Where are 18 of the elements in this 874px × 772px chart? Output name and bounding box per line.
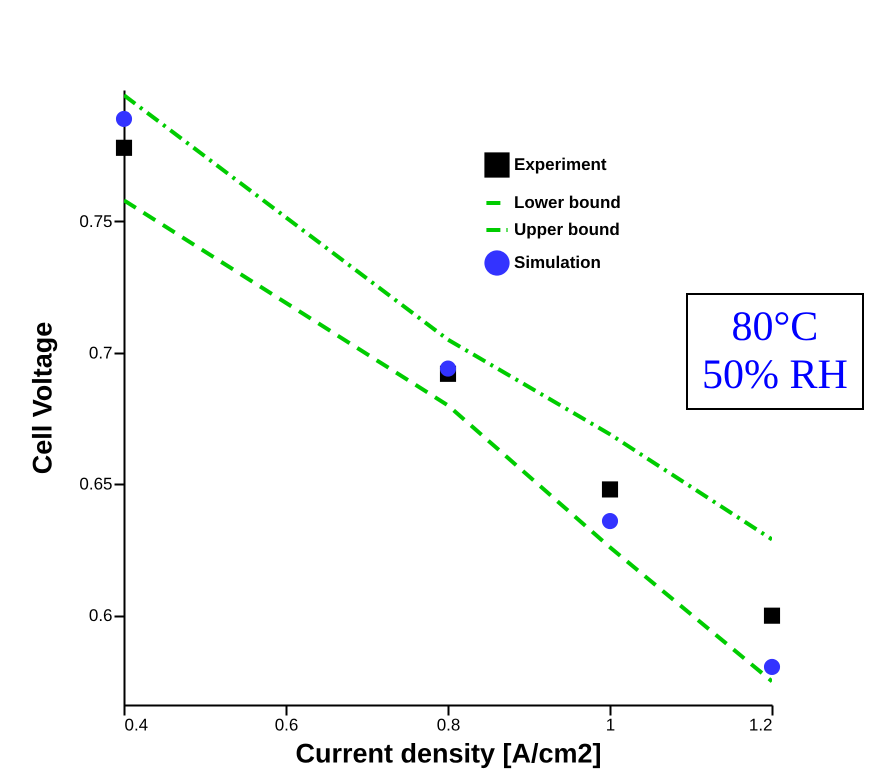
x-tick-label: 1.2 — [748, 716, 772, 734]
y-tick-label: 0.7 — [88, 343, 112, 362]
y-tick-label: 0.6 — [88, 606, 112, 626]
y-tick-label: 0.65 — [79, 474, 112, 494]
y-tick-label: 0.75 — [79, 212, 112, 231]
legend-label: Upper bound — [514, 220, 620, 239]
x-tick-label: 0.8 — [436, 716, 460, 734]
annotation: 50% RH — [702, 351, 848, 400]
x-axis-title: Current density [A/cm2] — [295, 738, 602, 768]
y-axis-title: Cell Voltage — [27, 322, 58, 474]
x-tick-label: 1 — [606, 716, 616, 734]
annotation: 80°C — [730, 303, 820, 352]
x-tick-label: 0.6 — [274, 716, 298, 734]
legend-label: Experiment — [514, 155, 607, 174]
x-tick-label: 0.4 — [124, 716, 148, 734]
legend-label: Lower bound — [514, 193, 621, 212]
note-box: 80°C 50% RH — [686, 293, 864, 410]
legend-label: Simulation — [514, 253, 601, 272]
